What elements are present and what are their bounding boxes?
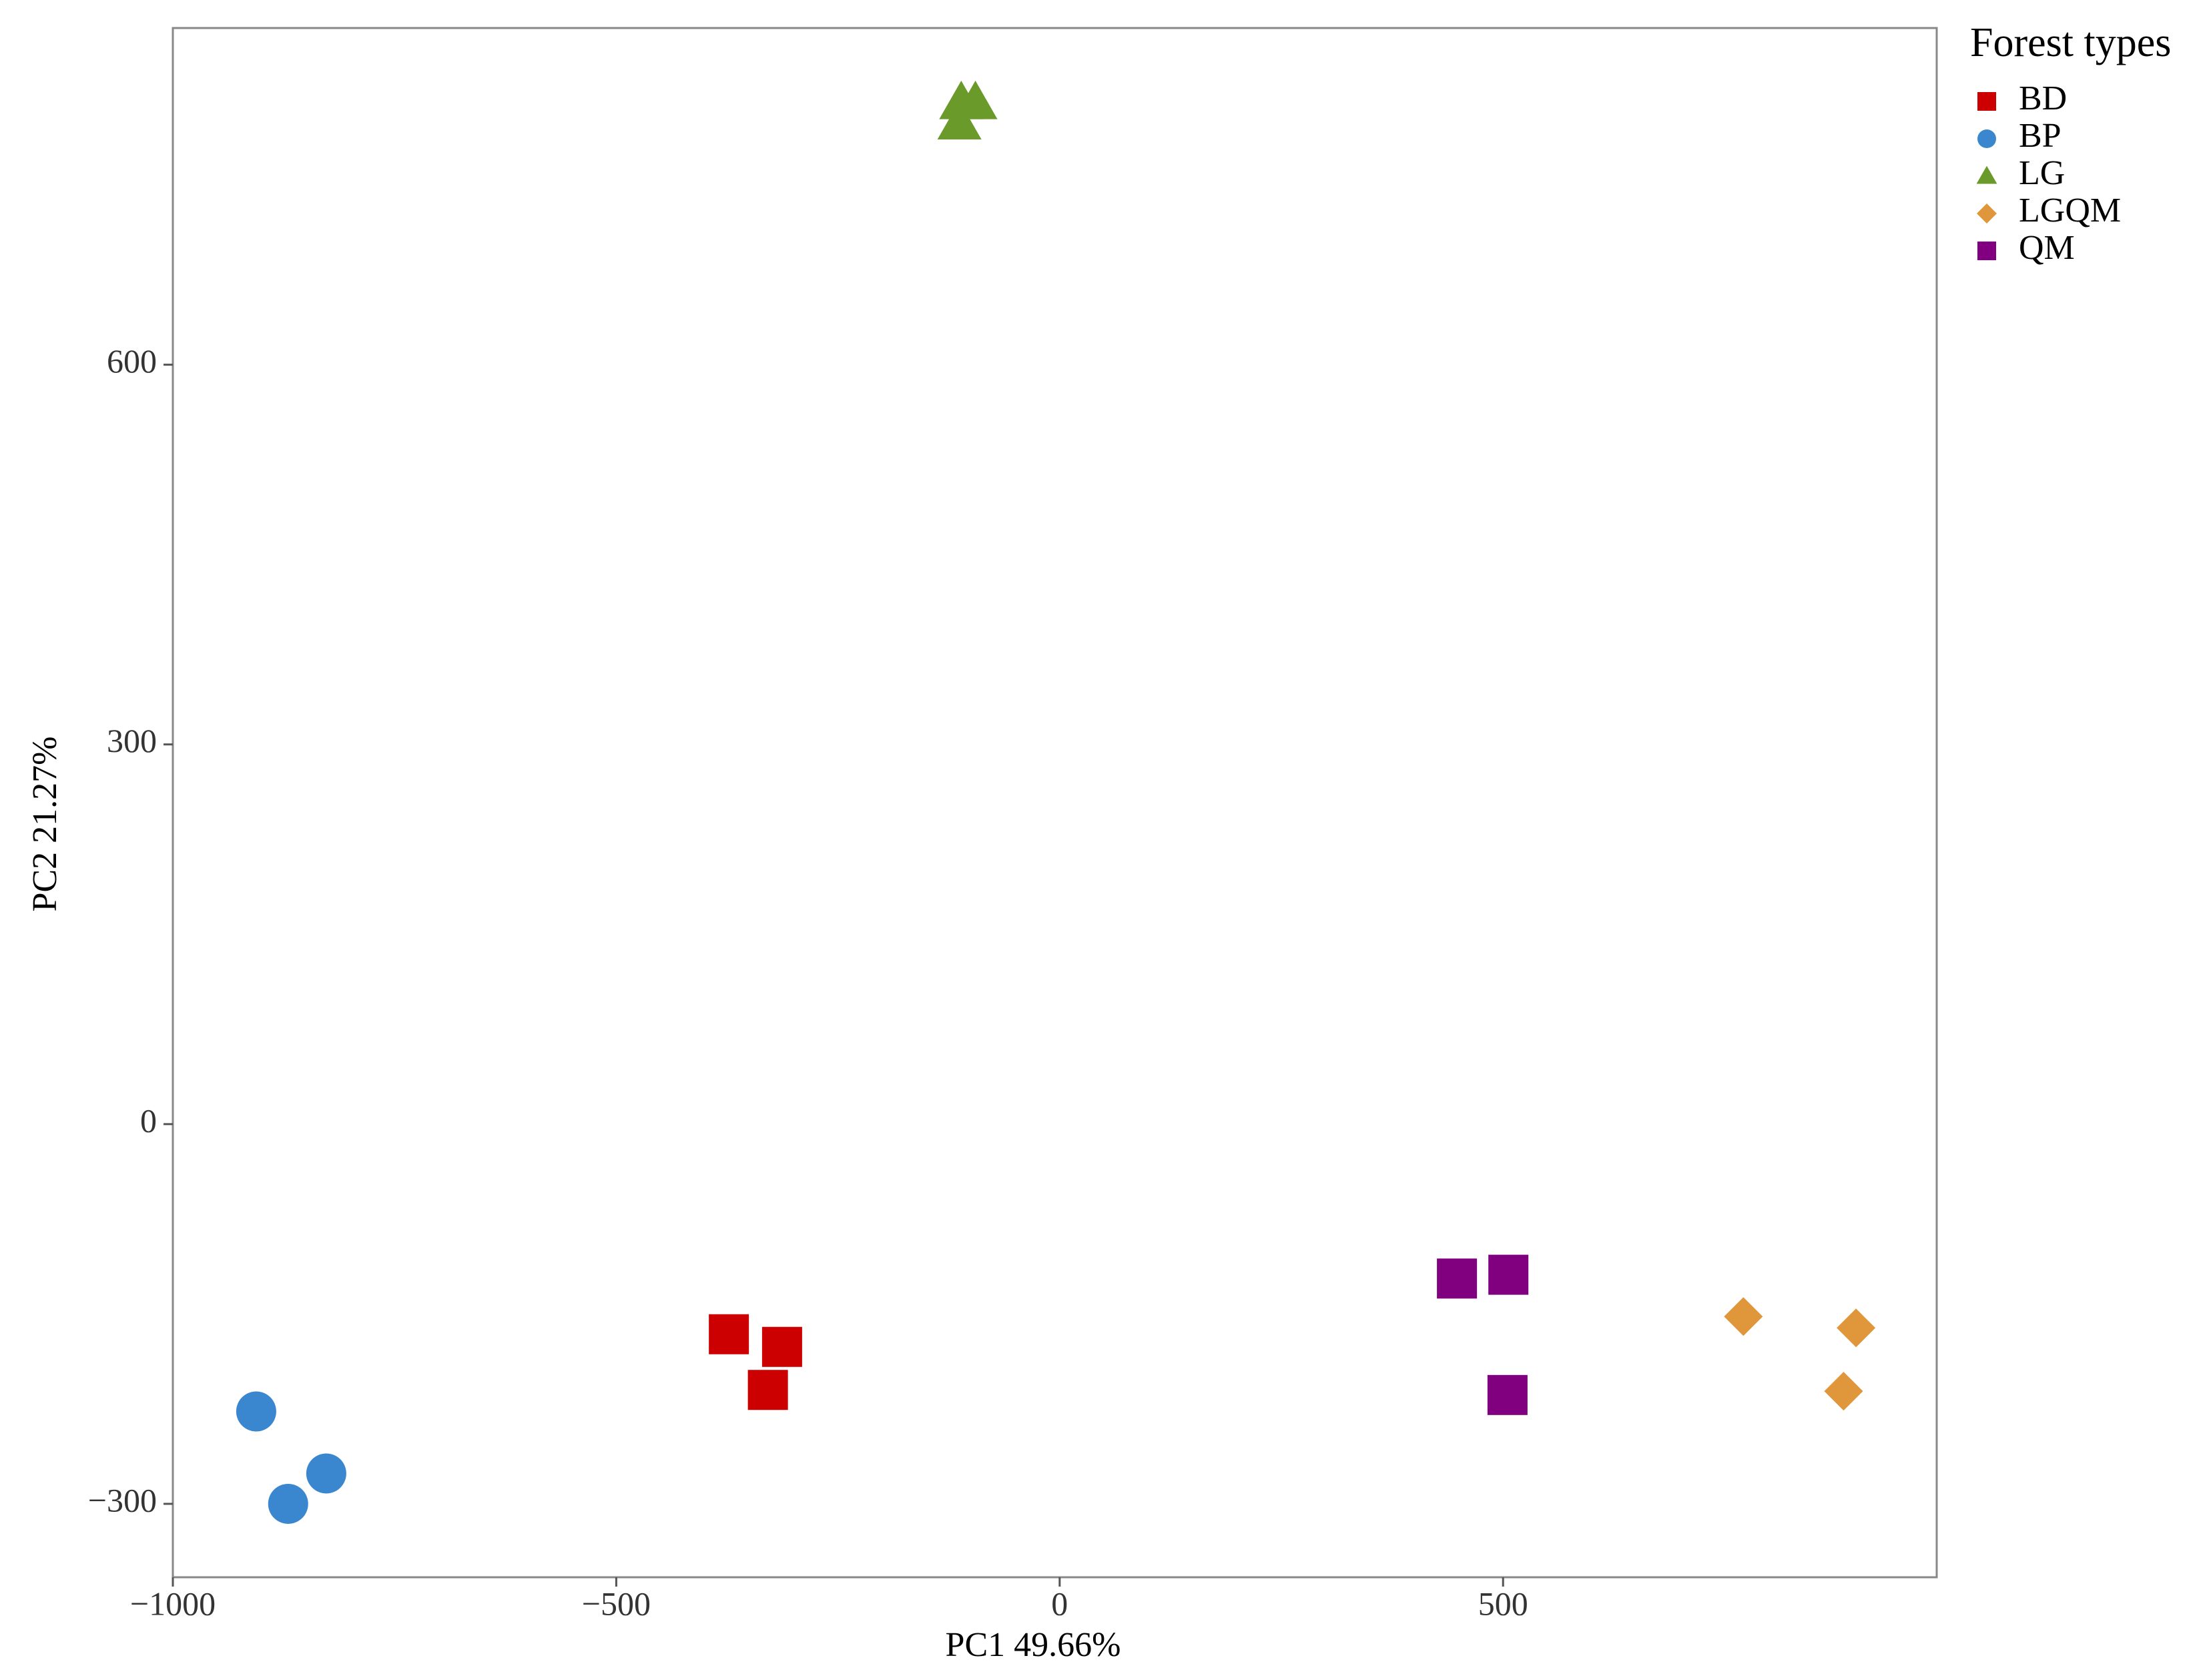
legend-label: QM xyxy=(2019,229,2075,267)
y-tick-label: 300 xyxy=(107,722,157,759)
x-tick-label: 500 xyxy=(1478,1585,1528,1622)
point xyxy=(937,101,982,140)
legend-label: BD xyxy=(2019,79,2067,117)
point xyxy=(1837,1308,1876,1348)
x-tick-label: 0 xyxy=(1051,1585,1068,1622)
legend-key xyxy=(1977,242,1996,260)
y-tick-label: 600 xyxy=(107,342,157,380)
point xyxy=(1824,1372,1863,1411)
point xyxy=(953,80,998,119)
x-tick-label: −500 xyxy=(582,1585,651,1622)
point xyxy=(268,1483,308,1524)
legend-key xyxy=(1977,203,1997,224)
point xyxy=(1437,1258,1478,1299)
y-axis-label: PC2 21.27% xyxy=(26,737,64,912)
point xyxy=(761,1326,802,1367)
legend-label: LGQM xyxy=(2019,191,2121,230)
point xyxy=(1724,1297,1763,1336)
legend-key xyxy=(1977,129,1996,148)
x-axis-label: PC1 49.66% xyxy=(946,1626,1121,1664)
panel-border xyxy=(172,27,1938,1579)
legend-label: LG xyxy=(2019,154,2065,192)
point xyxy=(1488,1254,1529,1295)
point xyxy=(747,1370,788,1410)
legend-label: BP xyxy=(2019,117,2062,155)
legend-key xyxy=(1976,165,1997,184)
legend-key xyxy=(1977,92,1996,111)
x-tick-label: −1000 xyxy=(130,1585,216,1622)
point xyxy=(236,1391,276,1432)
point xyxy=(709,1314,749,1354)
point xyxy=(306,1453,346,1494)
y-tick-label: −300 xyxy=(88,1481,157,1519)
point xyxy=(1487,1374,1528,1415)
legend-title: Forest types xyxy=(1970,20,2171,65)
y-tick-label: 0 xyxy=(140,1102,157,1139)
